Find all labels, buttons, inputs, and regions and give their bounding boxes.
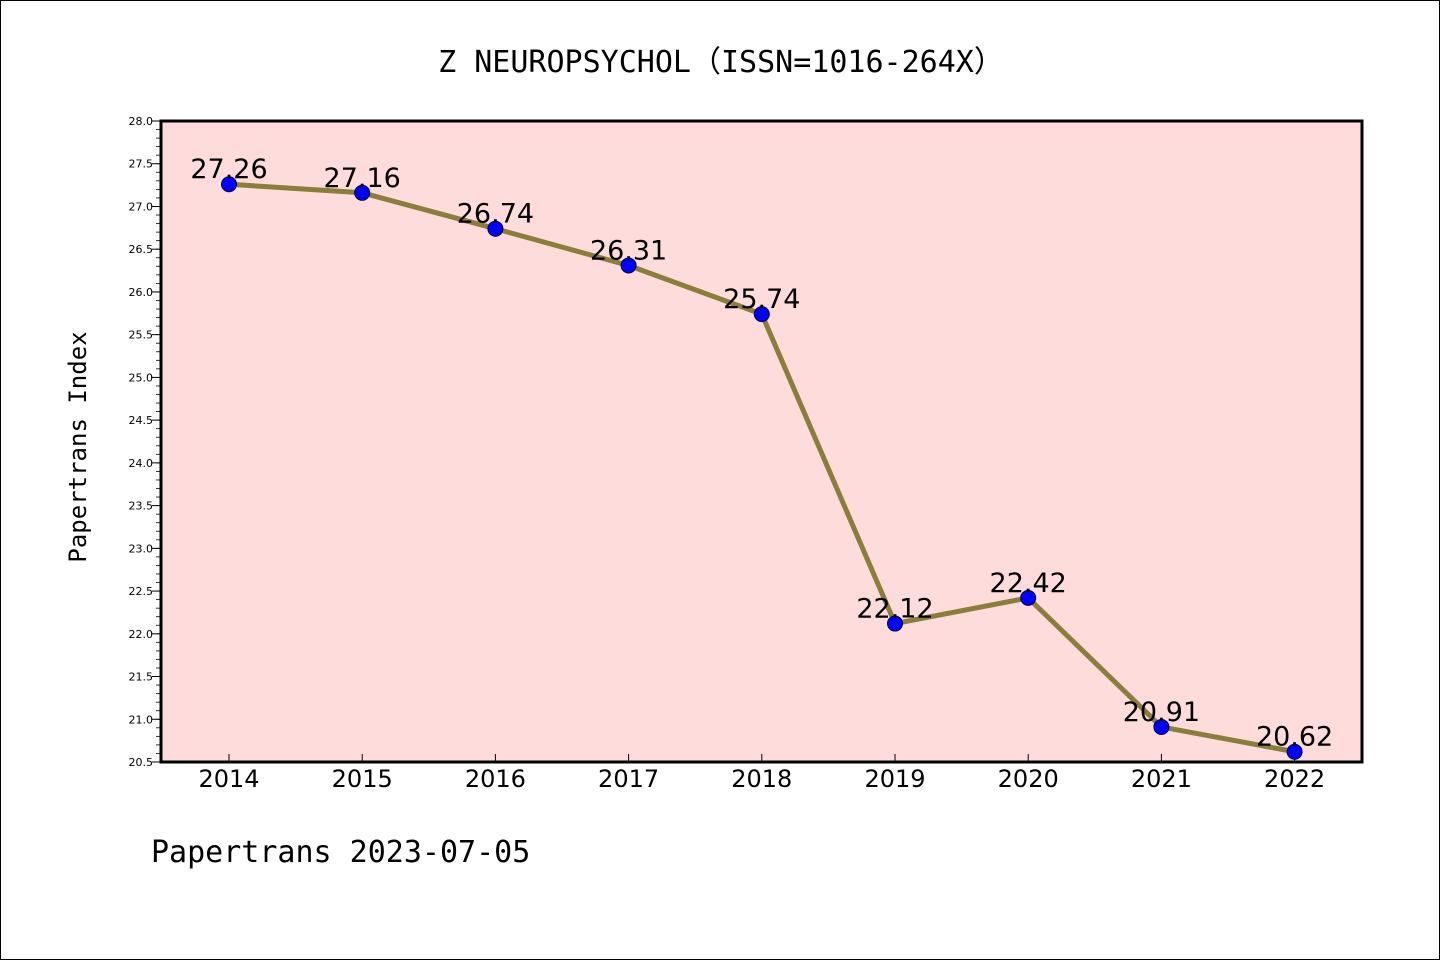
y-tick-label: 25.5 [129,329,154,342]
x-tick-label: 2017 [598,765,659,793]
data-point [1153,718,1170,735]
y-tick-label: 23.0 [129,542,154,555]
data-label: 20.91 [1123,697,1200,728]
chart-title: Z NEUROPSYCHOL（ISSN=1016-264X） [438,45,1004,80]
data-label: 22.12 [856,594,933,625]
y-tick-label: 27.5 [129,158,154,171]
y-tick-label: 23.5 [129,500,154,513]
y-tick-label: 28.0 [129,115,154,128]
x-tick-label: 2014 [198,765,259,793]
y-tick-label: 21.0 [129,713,154,726]
data-point [753,306,770,323]
y-tick-label: 21.5 [129,671,154,684]
x-axis: 2014 2015 2016 2017 2018 2019 2020 2021 2022 [198,754,1325,793]
y-tick-label: 22.5 [129,585,154,598]
y-axis: 20.5 21.0 21.5 22.0 22.5 23.0 23.5 24.0 24.5 25.0… [129,115,161,769]
data-label: 26.31 [590,235,667,266]
y-tick-label: 22.0 [129,628,154,641]
data-label: 22.42 [990,568,1067,599]
y-tick-label: 24.0 [129,457,154,470]
y-tick-label: 25.0 [129,371,154,384]
x-tick-label: 2016 [465,765,526,793]
series-markers [221,176,1303,760]
x-tick-label: 2015 [332,765,393,793]
data-point [620,257,637,274]
plot-area [159,119,1364,764]
y-tick-label: 20.5 [129,756,154,769]
y-tick-label: 26.5 [129,243,154,256]
y-axis-label: Papertrans Index [64,331,92,562]
data-label: 25.74 [723,284,800,315]
data-point [487,220,504,237]
x-tick-label: 2019 [864,765,925,793]
data-label: 26.74 [457,199,534,230]
data-point [354,184,371,201]
data-point [1286,743,1303,760]
data-label: 27.16 [324,163,401,194]
x-tick-label: 2020 [998,765,1059,793]
footer-text: Papertrans 2023-07-05 [151,835,531,870]
data-point [221,176,237,193]
data-labels: 27.26 27.16 26.74 26.31 25.74 22.12 22.42 20.91… [190,154,1333,752]
data-label: 27.26 [190,154,267,185]
x-tick-label: 2018 [731,765,792,793]
y-tick-label: 24.5 [129,414,154,427]
y-tick-label: 26.0 [129,286,154,299]
y-tick-label: 27.0 [129,200,154,213]
x-tick-label: 2021 [1131,765,1192,793]
data-point [1020,589,1037,606]
data-point [887,615,903,632]
x-tick-label: 2022 [1264,765,1325,793]
data-label: 20.62 [1256,722,1333,753]
